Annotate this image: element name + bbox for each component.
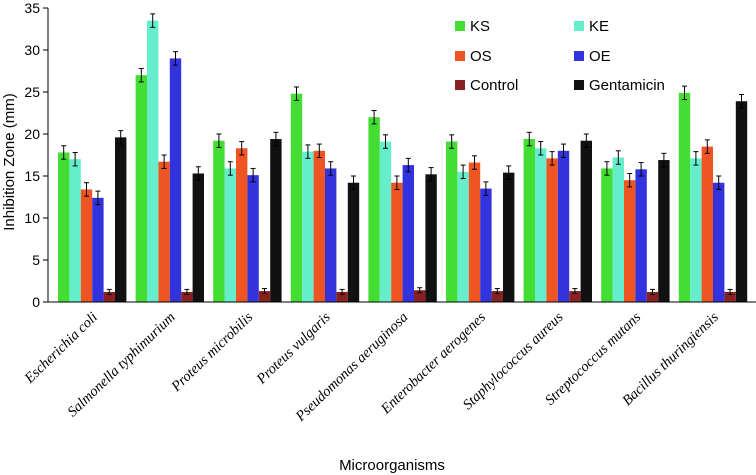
bar-os-7 — [546, 158, 558, 302]
bar-gentamicin-4 — [347, 182, 360, 302]
bar-ke-2 — [147, 20, 159, 302]
bar-oe-1 — [92, 197, 104, 302]
legend-label-ks: KS — [470, 18, 490, 35]
bar-ke-9 — [690, 158, 702, 302]
y-tick-label: 35 — [24, 0, 40, 16]
legend: KS KE OS OE Control Gentamicin — [455, 18, 665, 94]
y-tick-label: 5 — [32, 252, 40, 268]
bar-ks-6 — [446, 141, 458, 302]
bar-control-8 — [646, 291, 659, 302]
bar-ke-7 — [535, 148, 547, 302]
legend-swatch-ks — [455, 21, 465, 31]
bar-gentamicin-3 — [270, 139, 282, 302]
bar-oe-9 — [713, 182, 725, 302]
bar-gentamicin-1 — [115, 137, 127, 302]
bar-os-8 — [624, 180, 636, 302]
legend-label-oe: OE — [589, 48, 611, 65]
bar-ke-4 — [302, 151, 314, 302]
legend-swatch-os — [455, 51, 465, 61]
bar-ks-9 — [678, 92, 691, 302]
legend-label-os: OS — [470, 48, 492, 65]
x-axis-title: Microorganisms — [339, 457, 445, 474]
bar-ks-5 — [368, 117, 380, 302]
bar-oe-7 — [557, 150, 570, 302]
bar-ke-6 — [457, 171, 469, 302]
bar-ks-8 — [601, 168, 613, 302]
bar-ks-3 — [213, 140, 225, 302]
bar-control-7 — [569, 291, 581, 302]
bar-ke-5 — [379, 141, 392, 302]
bar-os-6 — [468, 162, 481, 302]
legend-label-gentamicin: Gentamicin — [589, 77, 665, 94]
bar-os-9 — [701, 146, 713, 302]
bar-gentamicin-8 — [658, 160, 670, 302]
bar-os-2 — [158, 161, 170, 302]
bar-os-4 — [313, 150, 325, 302]
y-tick-label: 0 — [32, 294, 40, 310]
bar-gentamicin-2 — [192, 173, 204, 302]
bar-gentamicin-9 — [735, 101, 748, 303]
bar-control-3 — [258, 291, 271, 302]
bars-layer — [58, 20, 748, 303]
legend-swatch-control — [455, 80, 465, 90]
legend-swatch-ke — [574, 21, 584, 31]
bar-gentamicin-5 — [425, 174, 437, 302]
bar-control-2 — [181, 291, 193, 302]
bar-oe-5 — [402, 165, 414, 302]
bar-control-5 — [414, 290, 426, 302]
y-axis-ticks: 0 5 10 15 20 25 30 35 — [24, 0, 48, 310]
bar-ks-4 — [290, 93, 303, 303]
bar-os-5 — [391, 182, 403, 302]
y-tick-label: 15 — [24, 168, 40, 184]
axes — [47, 8, 756, 303]
x-category-label: Proteus vulgaris — [253, 309, 334, 388]
y-tick-label: 25 — [24, 84, 40, 100]
bar-oe-8 — [635, 169, 647, 302]
error-bars-layer — [61, 13, 744, 295]
bar-oe-6 — [480, 188, 492, 302]
bar-os-3 — [236, 148, 248, 302]
bar-gentamicin-7 — [580, 140, 592, 302]
legend-label-control: Control — [470, 77, 518, 94]
bar-ke-8 — [612, 157, 624, 302]
y-axis-title: Inhibition Zone (mm) — [1, 93, 18, 231]
legend-swatch-oe — [574, 51, 584, 61]
bar-ke-3 — [224, 168, 236, 302]
bar-control-9 — [724, 291, 736, 302]
bar-os-1 — [80, 189, 93, 302]
bar-oe-3 — [247, 175, 259, 302]
bar-control-4 — [336, 291, 348, 302]
bar-gentamicin-6 — [503, 172, 515, 302]
x-category-label: Proteus microbilis — [168, 309, 257, 395]
bar-ke-1 — [69, 159, 81, 302]
y-tick-label: 30 — [24, 42, 40, 58]
y-tick-label: 10 — [24, 210, 40, 226]
bar-control-1 — [103, 291, 115, 302]
legend-label-ke: KE — [589, 18, 609, 35]
bar-control-6 — [491, 291, 503, 302]
bar-oe-4 — [325, 168, 337, 302]
bar-ks-1 — [58, 152, 70, 302]
bar-oe-2 — [169, 58, 182, 303]
legend-swatch-gentamicin — [574, 80, 584, 90]
bar-ks-2 — [135, 75, 147, 302]
bar-ks-7 — [523, 139, 535, 302]
x-category-label: Escherichia coli — [21, 309, 101, 387]
y-tick-label: 20 — [24, 126, 40, 142]
